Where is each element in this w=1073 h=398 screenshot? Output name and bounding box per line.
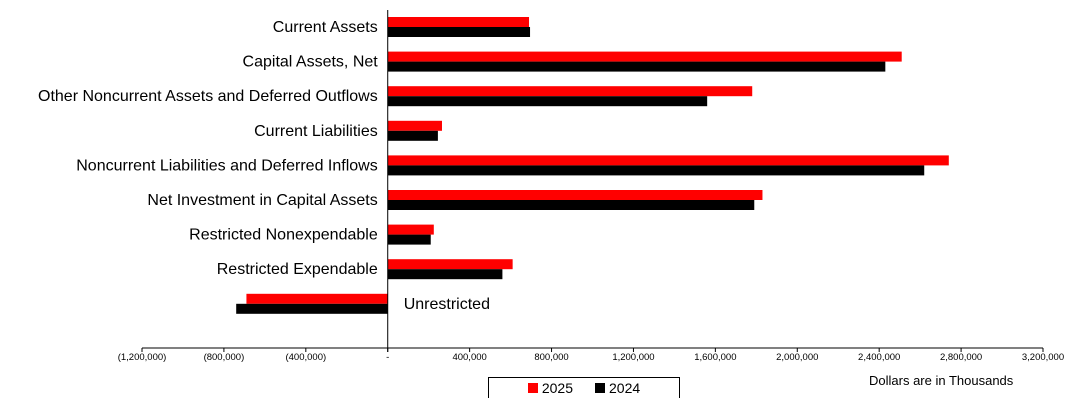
x-tick-label: 2,800,000 bbox=[940, 352, 982, 363]
category-label-restricted-expendable: Restricted Expendable bbox=[217, 261, 378, 278]
bar-2025-noncurrent-liabilities-and-deferred-inflows bbox=[387, 155, 949, 166]
x-tick-label: (1,200,000) bbox=[118, 352, 167, 363]
category-label-noncurrent-liabilities-and-deferred-inflows: Noncurrent Liabilities and Deferred Infl… bbox=[76, 157, 377, 174]
bar-2025-restricted-nonexpendable bbox=[387, 224, 434, 235]
bar-2024-restricted-nonexpendable bbox=[387, 234, 431, 245]
legend-label-2025: 2025 bbox=[541, 380, 573, 396]
x-tick-label: 2,000,000 bbox=[776, 352, 818, 363]
legend: 2025 2024 bbox=[488, 377, 680, 398]
x-tick-label: 1,600,000 bbox=[694, 352, 736, 363]
bar-2024-capital-assets-net bbox=[387, 61, 886, 72]
x-tick-label: 800,000 bbox=[534, 352, 568, 363]
legend-swatch-2025 bbox=[527, 383, 538, 393]
bar-2025-current-liabilities bbox=[387, 120, 442, 131]
category-label-current-assets: Current Assets bbox=[273, 19, 378, 36]
bar-2024-unrestricted bbox=[236, 303, 388, 314]
bar-2024-noncurrent-liabilities-and-deferred-inflows bbox=[387, 165, 925, 176]
bar-2025-restricted-expendable bbox=[387, 259, 513, 270]
bar-2025-capital-assets-net bbox=[387, 51, 902, 62]
legend-swatch-2024 bbox=[595, 383, 605, 393]
bar-2024-restricted-expendable bbox=[387, 269, 503, 280]
bar-2025-unrestricted bbox=[246, 293, 388, 304]
bar-2025-other-noncurrent-assets-and-deferred-outflows bbox=[387, 86, 753, 97]
bar-2025-net-investment-in-capital-assets bbox=[387, 190, 763, 200]
x-tick-label: 400,000 bbox=[452, 352, 486, 363]
bar-2024-current-liabilities bbox=[387, 130, 438, 141]
category-label-unrestricted: Unrestricted bbox=[404, 296, 490, 313]
x-tick-label: (800,000) bbox=[204, 352, 245, 363]
x-tick-label: 1,200,000 bbox=[612, 352, 654, 363]
units-note: Dollars are in Thousands bbox=[869, 373, 1014, 388]
bar-2025-current-assets bbox=[387, 17, 530, 27]
category-label-other-noncurrent-assets-and-deferred-outflows: Other Noncurrent Assets and Deferred Out… bbox=[38, 88, 378, 105]
bar-2024-net-investment-in-capital-assets bbox=[387, 200, 755, 210]
x-tick-label: - bbox=[386, 352, 389, 363]
category-label-net-investment-in-capital-assets: Net Investment in Capital Assets bbox=[147, 192, 377, 209]
x-tick-label: (400,000) bbox=[285, 352, 326, 363]
category-label-capital-assets-net: Capital Assets, Net bbox=[243, 54, 379, 71]
bar-2024-current-assets bbox=[387, 27, 531, 37]
category-label-current-liabilities: Current Liabilities bbox=[254, 123, 378, 140]
bar-2024-other-noncurrent-assets-and-deferred-outflows bbox=[387, 96, 708, 107]
x-tick-label: 2,400,000 bbox=[858, 352, 900, 363]
legend-item-2025: 2025 bbox=[527, 380, 573, 396]
legend-label-2024: 2024 bbox=[609, 380, 641, 396]
legend-item-2024: 2024 bbox=[595, 380, 640, 396]
category-label-restricted-nonexpendable: Restricted Nonexpendable bbox=[189, 227, 378, 244]
x-tick-label: 3,200,000 bbox=[1022, 352, 1064, 363]
